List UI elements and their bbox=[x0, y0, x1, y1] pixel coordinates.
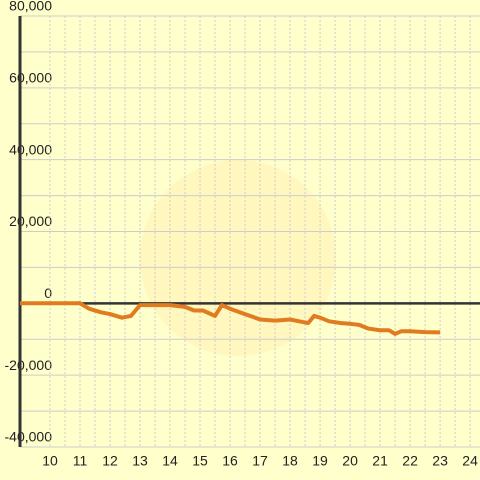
x-tick-label: 14 bbox=[162, 453, 178, 469]
x-tick-label: 16 bbox=[222, 453, 238, 469]
x-tick-label: 13 bbox=[132, 453, 148, 469]
x-tick-label: 12 bbox=[102, 453, 118, 469]
y-tick-label: -20,000 bbox=[5, 357, 53, 373]
x-tick-label: 10 bbox=[42, 453, 58, 469]
y-tick-label: 80,000 bbox=[9, 0, 52, 14]
x-tick-label: 17 bbox=[252, 453, 268, 469]
watermark bbox=[140, 160, 336, 356]
y-tick-label: 60,000 bbox=[9, 70, 52, 86]
data-line bbox=[20, 301, 441, 336]
x-tick-label: 19 bbox=[312, 453, 328, 469]
x-tick-label: 23 bbox=[432, 453, 448, 469]
x-tick-label: 22 bbox=[402, 453, 418, 469]
x-tick-label: 11 bbox=[73, 453, 88, 469]
y-tick-label: 0 bbox=[44, 285, 52, 301]
x-tick-label: 21 bbox=[372, 453, 388, 469]
y-tick-label: 20,000 bbox=[9, 213, 52, 229]
y-tick-label: 40,000 bbox=[9, 141, 52, 157]
x-tick-label: 24 bbox=[462, 453, 478, 469]
watermark-circle bbox=[140, 160, 336, 356]
x-tick-label: 15 bbox=[192, 453, 208, 469]
x-tick-label: 20 bbox=[342, 453, 358, 469]
y-tick-label: -40,000 bbox=[5, 429, 53, 445]
x-tick-label: 18 bbox=[282, 453, 298, 469]
